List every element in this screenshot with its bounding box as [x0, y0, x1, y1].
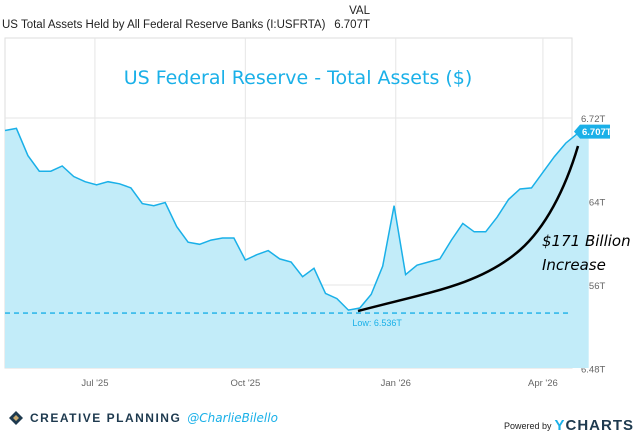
last-value-tag: 6.707T	[574, 124, 612, 139]
annotation-line-2: Increase	[542, 256, 606, 274]
y-tick-label: 6.56T	[581, 281, 605, 292]
x-tick-label: Jan '26	[381, 378, 411, 389]
current-value: 6.707T	[334, 19, 370, 31]
y-tick-label: 6.48T	[581, 365, 605, 376]
x-tick-label: Oct '25	[230, 378, 260, 389]
trend-arrow	[357, 145, 580, 313]
ycharts-y: Y	[554, 417, 566, 434]
series-name: US Total Assets Held by All Federal Rese…	[2, 19, 326, 31]
y-tick-label: 6.64T	[581, 198, 605, 209]
creative-planning-icon	[9, 411, 23, 425]
twitter-handle: @CharlieBilello	[187, 411, 278, 425]
ycharts-rest: CHARTS	[565, 417, 634, 434]
annotation-line-1: $171 Billion	[542, 232, 631, 250]
powered-by-ycharts: Powered by YCHARTS	[504, 417, 634, 434]
x-tick-label: Jul '25	[81, 378, 108, 389]
brand-name: CREATIVE PLANNING	[30, 411, 182, 425]
area-fill	[5, 128, 589, 368]
y-tick-label: 6.72T	[581, 114, 605, 125]
chart: 6.48T 6.56T 6.64T 6.72T Jul '25 Oct '25 Jan '2…	[4, 37, 631, 389]
chart-title: US Federal Reserve - Total Assets ($)	[124, 67, 473, 89]
last-value-label: 6.707T	[582, 127, 612, 138]
creative-planning-logo: CREATIVE PLANNING @CharlieBilello	[8, 410, 278, 426]
series-line	[4, 127, 589, 311]
powered-by-text: Powered by	[503, 420, 552, 431]
ycharts-logo: YCHARTS	[554, 417, 634, 434]
low-label: Low: 6.536T	[352, 318, 402, 328]
value-header: VAL	[349, 5, 370, 17]
x-tick-label: Apr '26	[528, 378, 558, 389]
